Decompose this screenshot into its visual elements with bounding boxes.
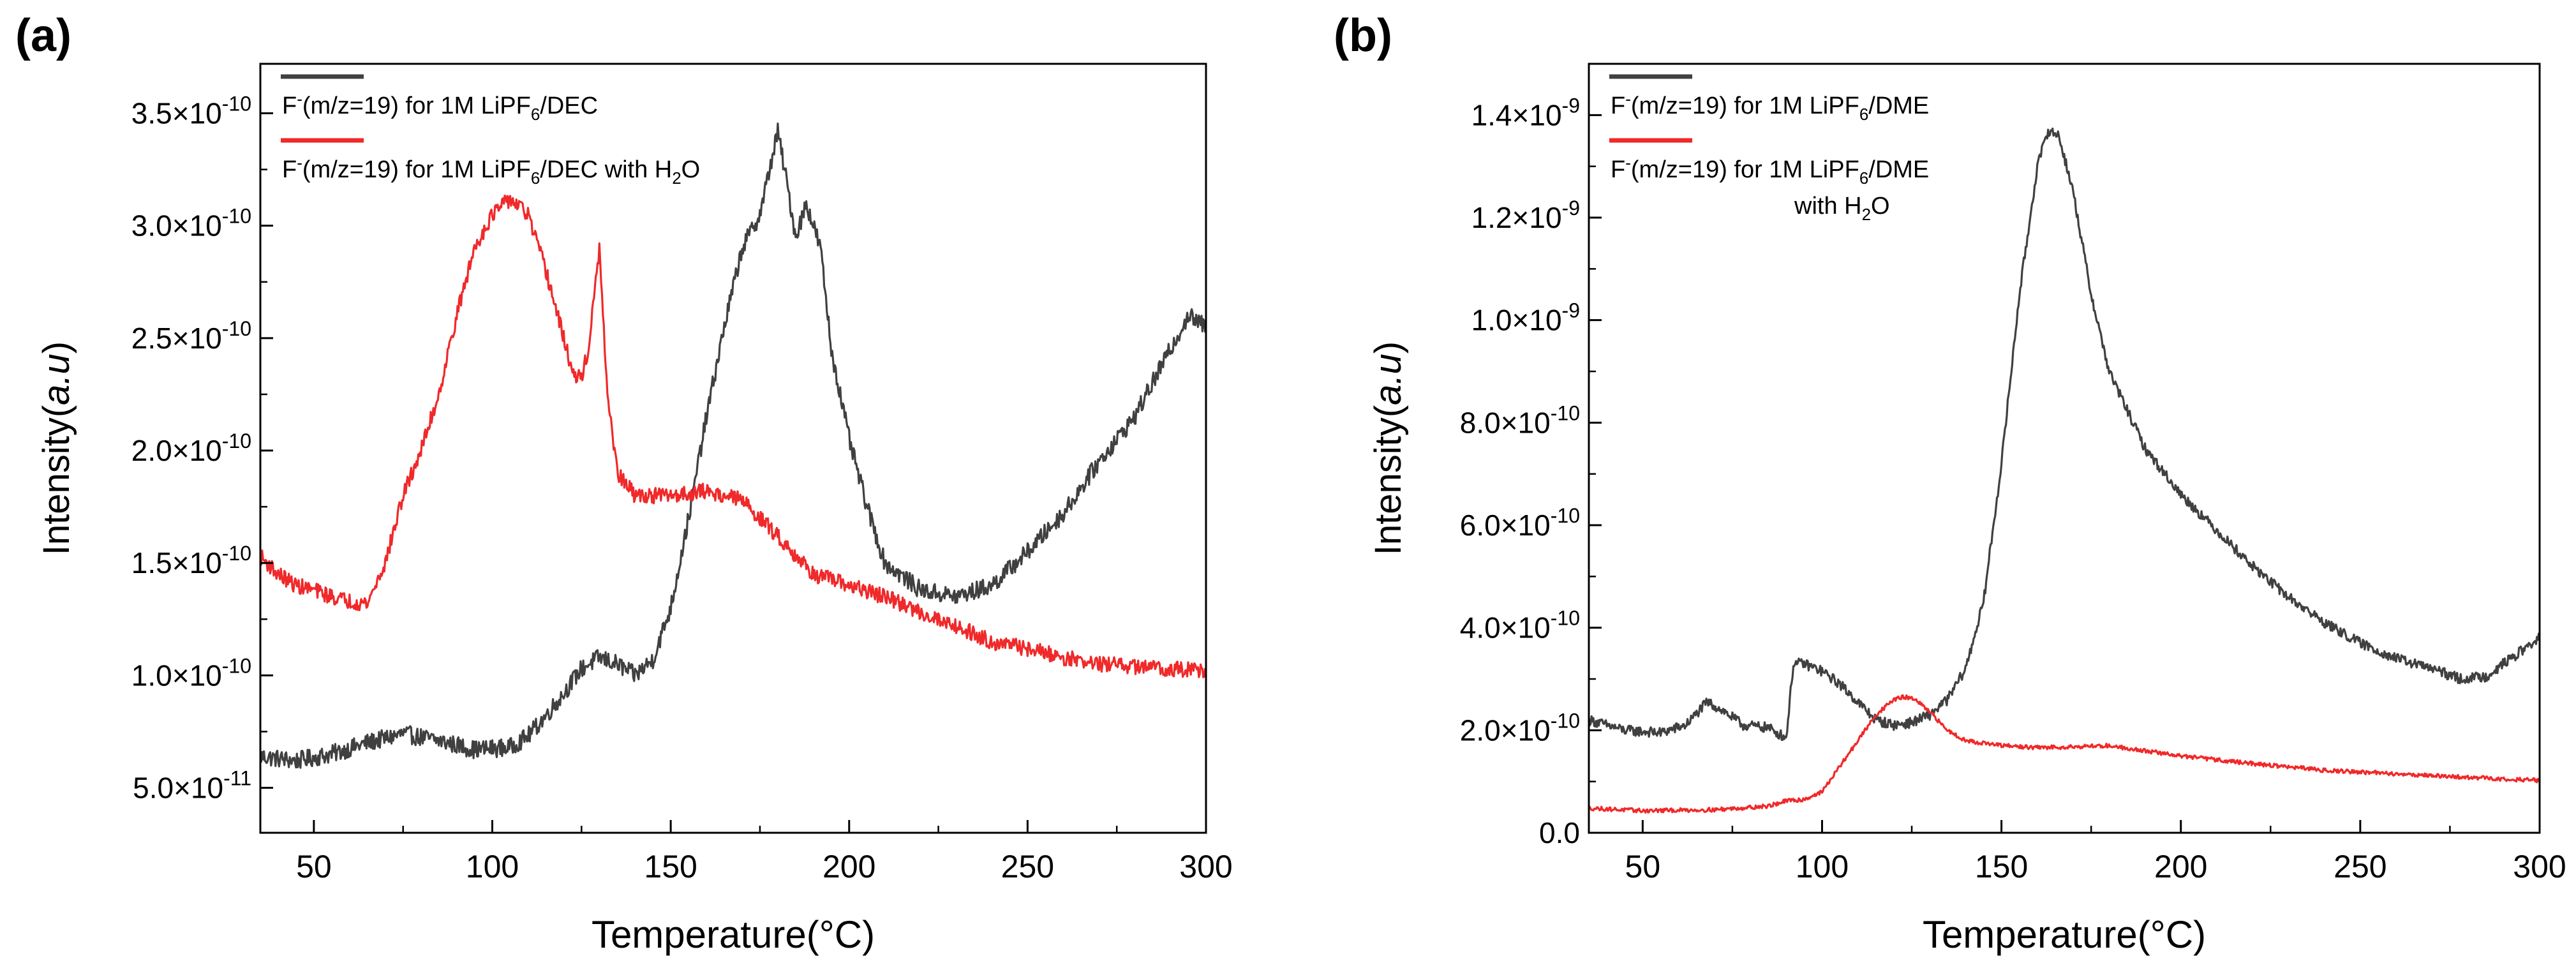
axes-frame — [1588, 63, 2541, 834]
y-tick-label: 2.0×10-10 — [1460, 709, 1580, 747]
panel-label: (a) — [15, 10, 71, 61]
axes-frame — [259, 63, 1207, 834]
x-tick-label: 50 — [296, 849, 332, 884]
series-line-2 — [260, 194, 1206, 678]
x-tick-label: 100 — [466, 849, 519, 884]
x-tick-label: 200 — [2154, 849, 2207, 884]
y-tick-label: 3.0×10-10 — [131, 205, 251, 242]
y-tick-label: 1.0×10-10 — [131, 654, 251, 692]
series-line-2 — [1589, 694, 2540, 814]
y-axis-title: Intensity(a.u) — [1367, 341, 1409, 555]
y-tick-label: 0.0 — [1539, 816, 1580, 849]
x-tick-label: 200 — [823, 849, 875, 884]
y-tick-label: 1.2×10-9 — [1471, 197, 1580, 234]
x-tick-label: 300 — [2513, 849, 2566, 884]
y-tick-label: 1.4×10-9 — [1471, 94, 1580, 131]
y-tick-label: 4.0×10-10 — [1460, 607, 1580, 645]
y-tick-label: 3.5×10-10 — [131, 93, 251, 130]
y-tick-label: 1.0×10-9 — [1471, 299, 1580, 337]
y-tick-label: 8.0×10-10 — [1460, 401, 1580, 439]
series-line-1 — [1589, 127, 2540, 742]
x-tick-label: 250 — [2334, 849, 2386, 884]
x-tick-label: 300 — [1179, 849, 1232, 884]
x-tick-label: 50 — [1625, 849, 1661, 884]
x-tick-label: 250 — [1001, 849, 1054, 884]
y-tick-label: 6.0×10-10 — [1460, 504, 1580, 542]
plot-area — [1589, 127, 2540, 814]
x-tick-label: 100 — [1796, 849, 1849, 884]
series-line-1 — [260, 123, 1206, 769]
legend-label-1: F-(m/z=19) for 1M LiPF6/DEC — [282, 89, 598, 124]
panel-label: (b) — [1334, 10, 1392, 61]
x-axis-title: Temperature(°C) — [1923, 913, 2206, 956]
y-tick-label: 1.5×10-10 — [131, 542, 251, 579]
panel-a: (a) 50 100 150 200 250 300 5.0×10-11 1.0×10-10 1.… — [15, 10, 1233, 956]
plot-area — [260, 123, 1206, 769]
panel-b: (b) 50 100 150 200 250 300 0.0 2.0×10-10 4.0×10-1… — [1334, 10, 2566, 956]
legend-label-1: F-(m/z=19) for 1M LiPF6/DME — [1611, 89, 1929, 124]
legend-label-2: F-(m/z=19) for 1M LiPF6/DEC with H2O — [282, 153, 700, 188]
y-tick-label: 2.5×10-10 — [131, 317, 251, 355]
legend-label-2-line2: with H2O — [1794, 193, 1890, 224]
y-tick-label: 5.0×10-11 — [133, 767, 251, 805]
y-tick-label: 2.0×10-10 — [131, 429, 251, 467]
x-tick-label: 150 — [644, 849, 697, 884]
legend-label-2: F-(m/z=19) for 1M LiPF6/DME — [1611, 153, 1929, 188]
x-tick-label: 150 — [1975, 849, 2028, 884]
y-axis-title: Intensity(a.u) — [36, 341, 77, 555]
x-axis-title: Temperature(°C) — [592, 913, 875, 956]
